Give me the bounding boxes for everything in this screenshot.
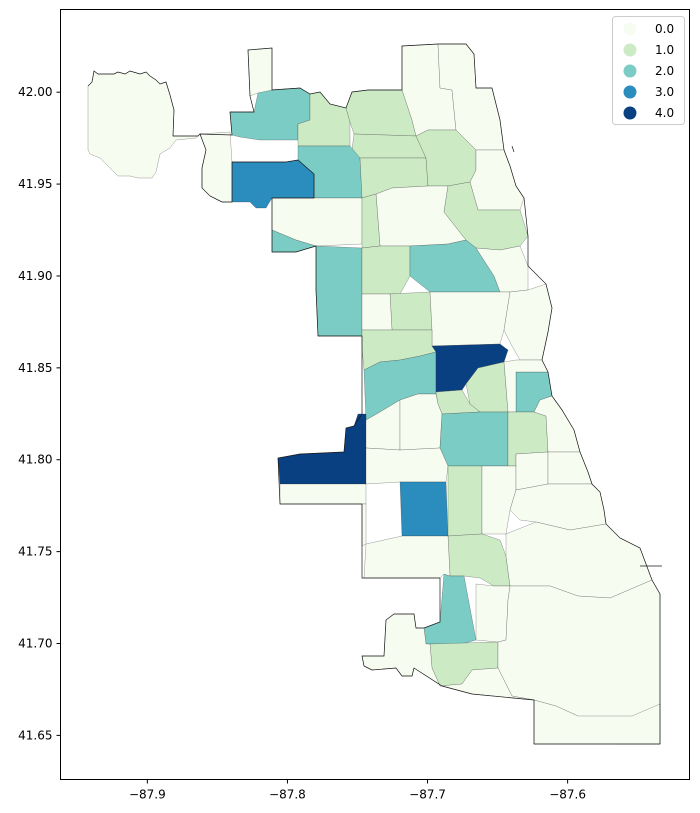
legend: 0.0 1.0 2.0 3.0 4.0 — [612, 16, 685, 125]
axes-frame — [60, 9, 690, 780]
x-tick-label: −87.8 — [269, 788, 306, 802]
y-tick-label: 42.00 — [18, 85, 52, 99]
map-regions — [87, 43, 661, 745]
coast-marker-north — [511, 145, 515, 153]
region-southwest-5 — [279, 483, 367, 505]
legend-label: 4.0 — [655, 106, 674, 120]
region-south-8 — [361, 503, 367, 547]
region-north-upper-4 — [351, 133, 427, 159]
region-far-south-4 — [475, 583, 511, 643]
region-south-mid-1 — [439, 411, 509, 467]
region-central-3 — [429, 291, 511, 347]
region-south-6 — [515, 451, 549, 491]
legend-swatch — [623, 22, 637, 36]
y-tick-label: 41.75 — [18, 545, 52, 559]
region-southwest-3 — [399, 393, 443, 451]
y-tick-label: 41.85 — [18, 361, 52, 375]
y-tick-label: 41.90 — [18, 269, 52, 283]
y-tick-label: 41.70 — [18, 637, 52, 651]
region-north-upper-1 — [247, 47, 273, 97]
region-west-2 — [361, 245, 411, 295]
legend-swatch — [623, 106, 637, 120]
region-far-south-3 — [363, 535, 451, 579]
legend-swatch — [623, 43, 637, 57]
y-tick-label: 41.65 — [18, 728, 52, 742]
region-west-4 — [361, 293, 393, 331]
x-tick-label: −87.7 — [409, 788, 446, 802]
y-tick-label: 41.95 — [18, 177, 52, 191]
x-tick-label: −87.9 — [129, 788, 166, 802]
legend-swatch — [623, 64, 637, 78]
region-south-4 — [447, 465, 483, 537]
x-axis: −87.9 −87.8 −87.7 −87.6 — [129, 779, 586, 802]
city-outline — [87, 43, 662, 745]
region-south-3 — [399, 481, 449, 537]
legend-label: 1.0 — [655, 43, 674, 57]
legend-label: 0.0 — [655, 22, 674, 36]
y-tick-label: 41.80 — [18, 453, 52, 467]
x-tick-label: −87.6 — [549, 788, 586, 802]
legend-label: 2.0 — [655, 64, 674, 78]
region-southwest-6 — [365, 447, 449, 485]
legend-swatch — [623, 85, 637, 99]
legend-label: 3.0 — [655, 85, 674, 99]
y-axis: 41.65 41.70 41.75 41.80 41.85 41.90 41.95 42.00 — [18, 85, 61, 742]
region-central-2 — [389, 291, 433, 331]
